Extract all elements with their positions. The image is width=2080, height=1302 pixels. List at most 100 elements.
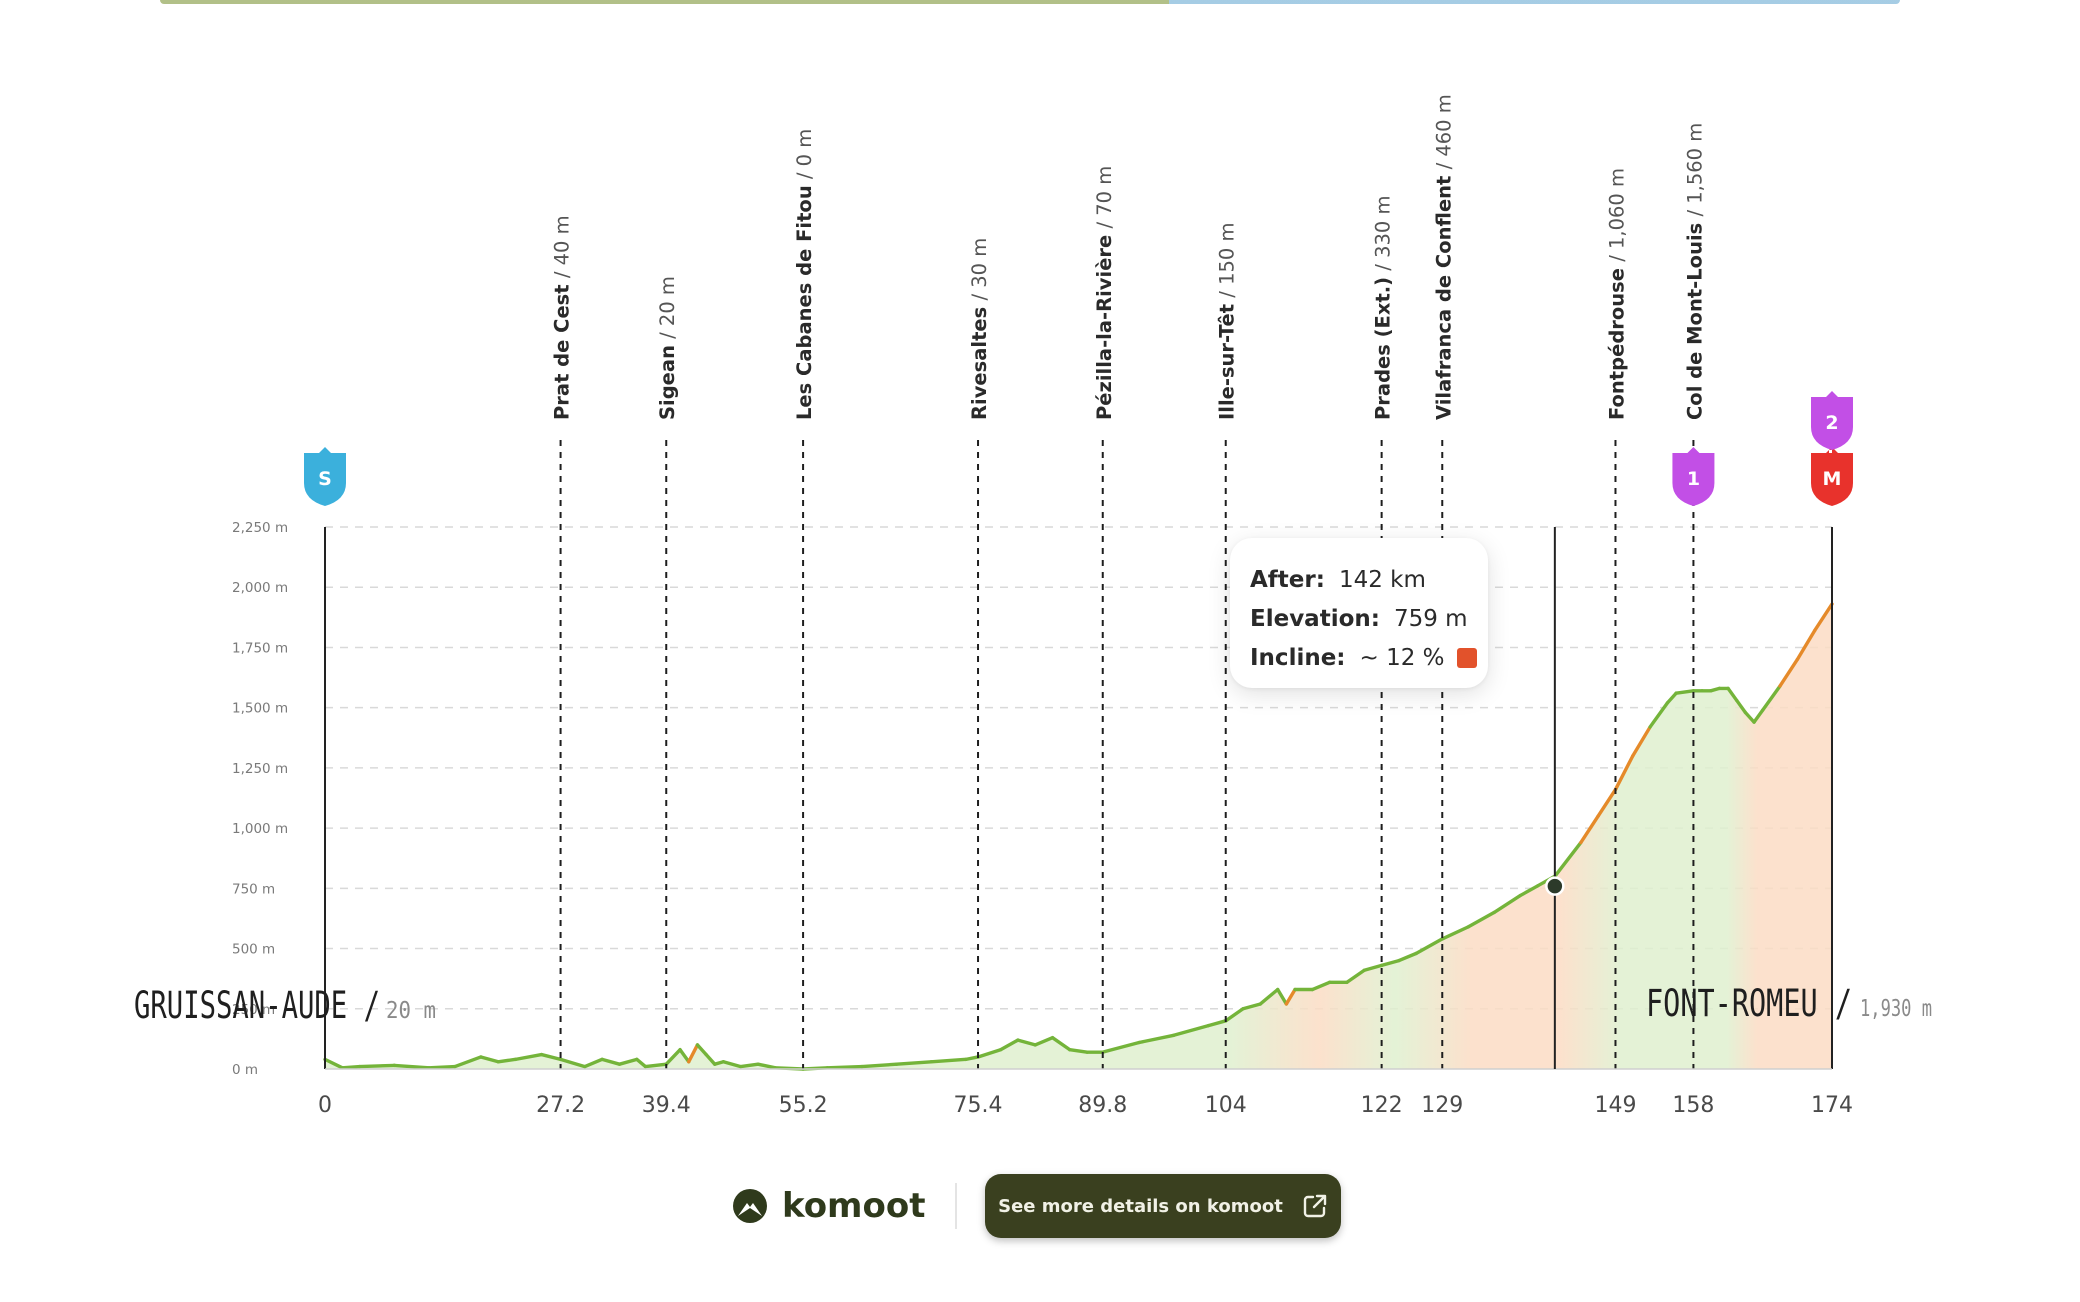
start-finish-labels: GRUISSAN-AUDE / 20 m FONT-ROMEU / 1,930 …	[134, 982, 1932, 1027]
waypoint-name: Fontpédrouse	[1605, 268, 1628, 420]
elevation-line-segment	[392, 1063, 431, 1070]
elevation-line-segment	[1241, 1002, 1263, 1011]
elevation-line-segment	[1258, 987, 1280, 1006]
waypoint-elevation: / 30 m	[968, 238, 991, 307]
elevation-line-segment	[695, 1043, 708, 1057]
marker-checker	[1835, 447, 1838, 450]
elevation-line-segment	[1397, 951, 1418, 963]
marker-checker	[1817, 450, 1820, 453]
elevation-line-segment	[976, 1048, 1003, 1059]
waypoint-name: Col de Mont-Louis	[1683, 223, 1706, 420]
elevation-line-segment	[323, 1057, 345, 1070]
elevation-line-segment	[479, 1055, 500, 1064]
tooltip-elevation-label: Elevation:	[1250, 605, 1380, 632]
marker-letter: 1	[1687, 468, 1700, 490]
see-more-details-button[interactable]: See more details on komoot	[985, 1174, 1342, 1238]
waypoint-label: Col de Mont-Louis / 1,560 m	[1683, 123, 1706, 420]
waypoint-label: Prades (Ext.) / 330 m	[1372, 196, 1395, 421]
marker-shield	[1811, 391, 1853, 450]
x-tick-label: 174	[1811, 1093, 1853, 1118]
marker-1: 1	[1672, 447, 1715, 506]
x-tick-label: 129	[1421, 1093, 1463, 1118]
elevation-line-segment	[1752, 708, 1765, 724]
elevation-line-segment	[678, 1048, 691, 1064]
elevation-line-segment	[756, 1062, 778, 1070]
waypoint-label: Les Cabanes de Fitou / 0 m	[793, 129, 816, 420]
elevation-line-segment	[357, 1063, 396, 1069]
waypoint-label: Sigean / 20 m	[656, 276, 679, 420]
elevation-line-segment	[1414, 937, 1444, 956]
axes: 0 27.2 39.4 55.2 75.4 89.8 104 122 129 149 158 174	[318, 527, 1853, 1118]
marker-letter: M	[1823, 468, 1842, 490]
elevation-line-segment	[1310, 980, 1332, 992]
elevation-line-segment	[1665, 691, 1678, 705]
waypoint-elevation: / 1,560 m	[1683, 123, 1706, 223]
elevation-line-segment	[1726, 686, 1739, 703]
elevation-line-segment	[1795, 628, 1817, 662]
map-bottom-edge	[160, 0, 1900, 4]
elevation-line-segment	[1596, 787, 1618, 818]
elevation-line-segment	[664, 1048, 682, 1066]
elevation-line-segment	[1379, 958, 1401, 968]
incline-color-swatch	[1456, 647, 1477, 668]
marker-checker	[1823, 447, 1826, 450]
elevation-line-segment	[635, 1057, 648, 1069]
elevation-line-segment	[1050, 1035, 1072, 1052]
hover-cursor	[1545, 527, 1565, 1069]
waypoint-elevation: / 460 m	[1432, 94, 1455, 175]
y-tick-label: 2,250 m	[232, 520, 288, 536]
y-tick-label: 750 m	[232, 881, 275, 897]
elevation-line-segment	[1613, 754, 1635, 792]
elevation-line-segment	[1674, 689, 1696, 695]
tooltip-elevation-value: 759 m	[1393, 605, 1468, 632]
elevation-line-segment	[860, 1062, 899, 1069]
waypoint-elevation: / 70 m	[1093, 166, 1116, 235]
elevation-line-segment	[1033, 1035, 1055, 1047]
elevation-line-segment	[1761, 684, 1782, 712]
waypoint-name: Prat de Cest	[551, 284, 574, 420]
elevation-line-segment	[1206, 1019, 1228, 1028]
x-tick-label: 122	[1361, 1093, 1403, 1118]
elevation-line-segment	[1068, 1048, 1089, 1054]
elevation-line-segment	[1743, 710, 1756, 724]
external-link-icon	[1303, 1194, 1327, 1218]
waypoint-label: Fontpédrouse / 1,060 m	[1605, 168, 1628, 420]
elevation-line-segment	[1276, 987, 1289, 1006]
tooltip-elevation-row: Elevation: 759 m	[1250, 599, 1488, 638]
y-tick-label: 250 m	[232, 1002, 275, 1018]
elevation-line-segment	[1224, 1007, 1245, 1023]
elevation-line-segment	[998, 1038, 1020, 1052]
elevation-line-segment	[1812, 602, 1834, 633]
y-tick-label: 1,000 m	[232, 821, 288, 837]
elevation-line-segment	[964, 1055, 980, 1062]
waypoint-name: Rivesaltes	[968, 307, 991, 420]
marker-shield	[1811, 447, 1853, 506]
y-tick-label: 1,250 m	[232, 761, 288, 777]
elevation-line-segment	[643, 1062, 668, 1069]
waypoint-elevation: / 20 m	[656, 276, 679, 345]
elevation-line-segment	[687, 1043, 700, 1064]
elevation-line-segment	[340, 1064, 362, 1070]
waypoint-label: Ille-sur-Têt / 150 m	[1216, 223, 1239, 421]
elevation-line-segment	[1553, 840, 1583, 878]
elevation-line-segment	[929, 1057, 968, 1064]
tooltip-distance-value: 142 km	[1338, 566, 1426, 593]
elevation-line-segment	[583, 1057, 604, 1069]
elevation-line-segment	[825, 1064, 864, 1070]
gridlines: 0 m 250 m 500 m 750 m 1,000 m 1,250 m 1,500 m 1…	[232, 520, 1832, 1078]
elevation-line-segment	[513, 1052, 544, 1062]
x-tick-label: 89.8	[1078, 1093, 1127, 1118]
elevation-line-segment	[539, 1052, 563, 1062]
waypoint-elevation: / 0 m	[793, 129, 816, 186]
elevation-line-segment	[894, 1060, 933, 1066]
footer-divider	[955, 1183, 958, 1229]
x-tick-label: 27.2	[536, 1093, 585, 1118]
marker-2: 2	[1811, 391, 1853, 450]
waypoint-name: Vilafranca de Conflent	[1432, 176, 1455, 420]
start-town-name: GRUISSAN-AUDE /	[134, 984, 380, 1027]
waypoint-name: Les Cabanes de Fitou	[793, 185, 816, 420]
waypoint-elevation: / 1,060 m	[1605, 168, 1628, 268]
marker-letter: S	[318, 468, 332, 490]
komoot-logo[interactable]: komoot	[732, 1186, 925, 1226]
